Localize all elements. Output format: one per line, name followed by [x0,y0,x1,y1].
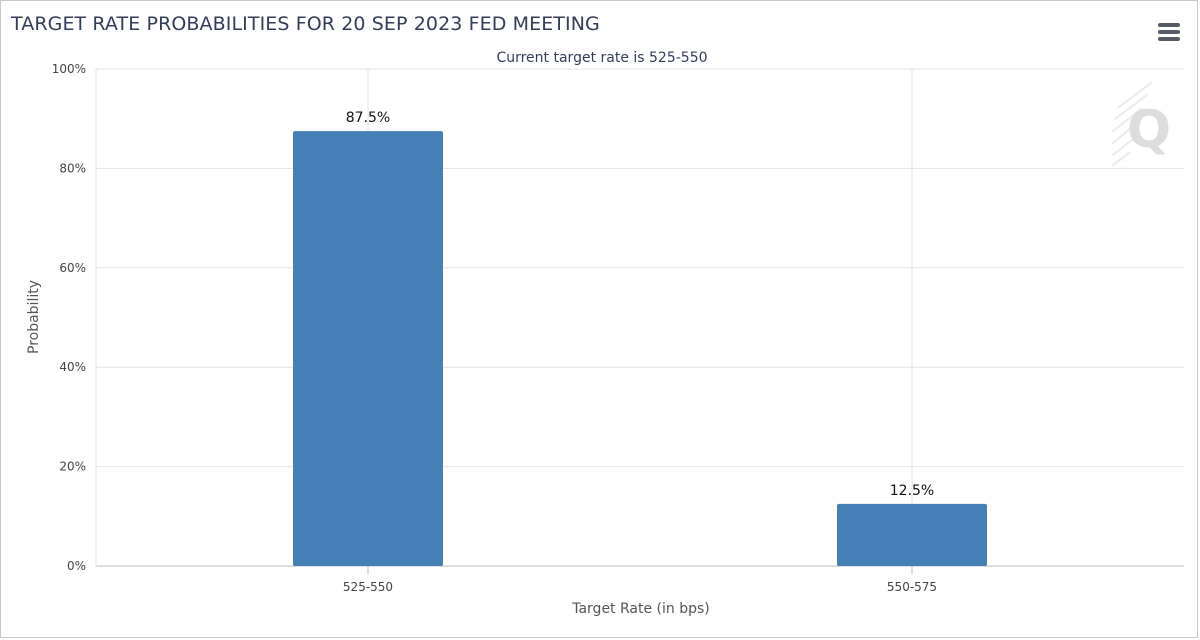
x-tick-label: 550-575 [887,580,937,594]
svg-text:Q: Q [1127,100,1171,160]
y-tick-label: 100% [52,62,86,76]
hamburger-menu-icon[interactable] [1154,23,1184,49]
bar-525-550[interactable] [293,131,443,566]
cme-q-logo-icon: Q [1112,82,1171,166]
data-label: 12.5% [890,483,934,499]
y-tick-label: 40% [59,360,86,374]
y-tick-label: 20% [59,460,86,474]
y-tick-label: 80% [59,161,86,175]
data-label: 87.5% [346,110,390,126]
chart-title: TARGET RATE PROBABILITIES FOR 20 SEP 202… [11,13,600,35]
y-tick-label: 0% [67,559,86,573]
y-axis-title: Probability [26,280,42,354]
x-axis-title: Target Rate (in bps) [571,601,710,617]
chart-subtitle: Current target rate is 525-550 [496,50,707,66]
x-tick-label: 525-550 [343,580,393,594]
y-tick-label: 60% [59,261,86,275]
bar-550-575[interactable] [837,503,987,566]
